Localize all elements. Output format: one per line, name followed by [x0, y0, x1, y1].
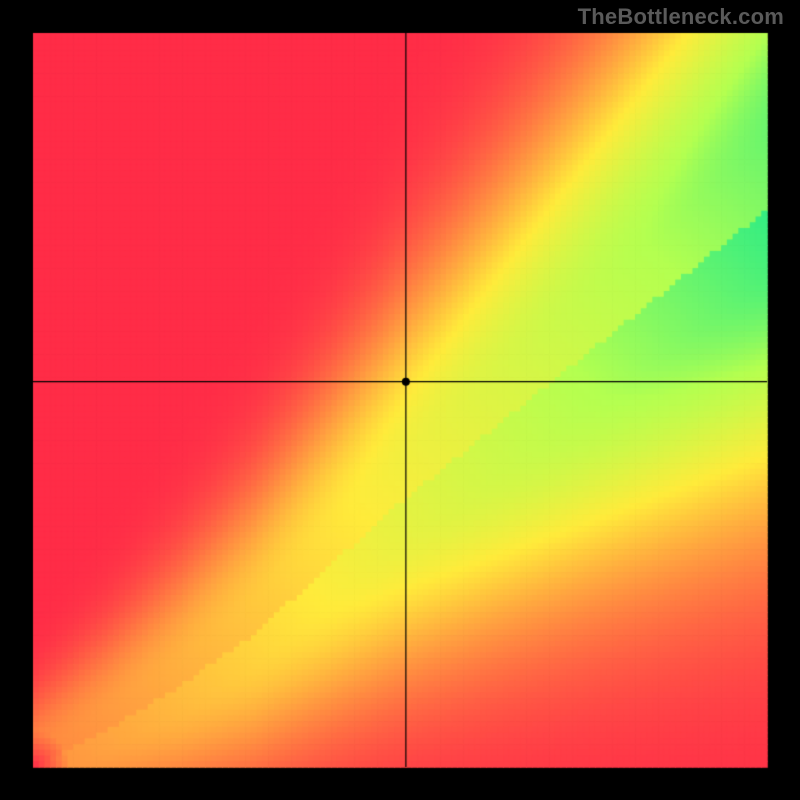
bottleneck-heatmap [0, 0, 800, 800]
watermark-text: TheBottleneck.com [578, 4, 784, 30]
chart-container: TheBottleneck.com [0, 0, 800, 800]
